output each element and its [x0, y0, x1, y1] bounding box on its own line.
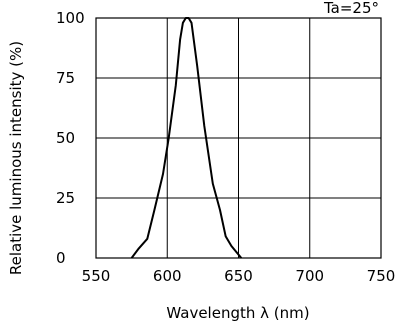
y-tick-label: 25 [56, 189, 75, 207]
y-axis-title: Relative luminous intensity (%) [7, 41, 25, 275]
grid [96, 18, 381, 258]
y-tick-label: 100 [56, 9, 85, 27]
series-line [130, 17, 243, 259]
x-tick-labels: 550 600 650 700 750 [82, 267, 396, 285]
temperature-annotation: Ta=25° [323, 0, 379, 17]
x-tick-label: 650 [224, 267, 253, 285]
y-tick-labels: 0 25 50 75 100 [56, 9, 85, 267]
x-tick-label: 750 [367, 267, 396, 285]
x-tick-label: 550 [82, 267, 111, 285]
plot-frame [95, 17, 382, 259]
y-tick-label: 0 [56, 249, 66, 267]
y-tick-label: 75 [56, 69, 75, 87]
y-tick-label: 50 [56, 129, 75, 147]
x-axis-title: Wavelength λ (nm) [166, 304, 309, 322]
x-tick-label: 700 [295, 267, 324, 285]
x-tick-label: 600 [153, 267, 182, 285]
